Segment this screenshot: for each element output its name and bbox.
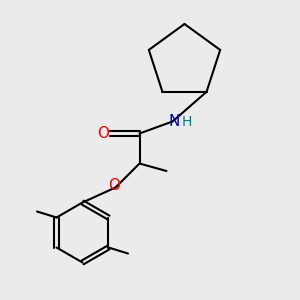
Text: O: O xyxy=(97,126,109,141)
Text: N: N xyxy=(168,114,180,129)
Text: H: H xyxy=(182,116,192,129)
Text: O: O xyxy=(108,178,120,193)
